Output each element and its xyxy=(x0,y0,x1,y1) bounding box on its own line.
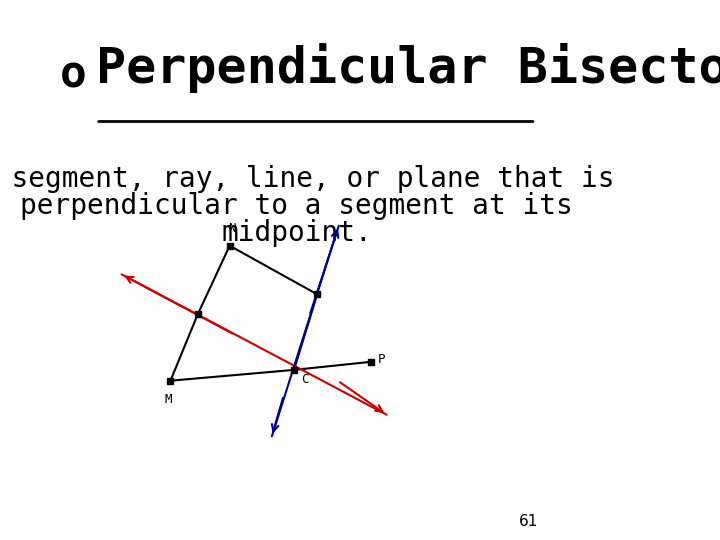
Text: midpoint.: midpoint. xyxy=(221,219,372,247)
Text: o: o xyxy=(60,54,86,97)
Text: A segment, ray, line, or plane that is: A segment, ray, line, or plane that is xyxy=(0,165,615,193)
Text: perpendicular to a segment at its: perpendicular to a segment at its xyxy=(20,192,573,220)
Text: M: M xyxy=(164,393,171,406)
Text: C: C xyxy=(301,373,308,386)
Text: 61: 61 xyxy=(519,514,539,529)
Text: N: N xyxy=(228,222,236,235)
Text: P: P xyxy=(377,353,385,366)
Text: Perpendicular Bisector: Perpendicular Bisector xyxy=(96,43,720,93)
